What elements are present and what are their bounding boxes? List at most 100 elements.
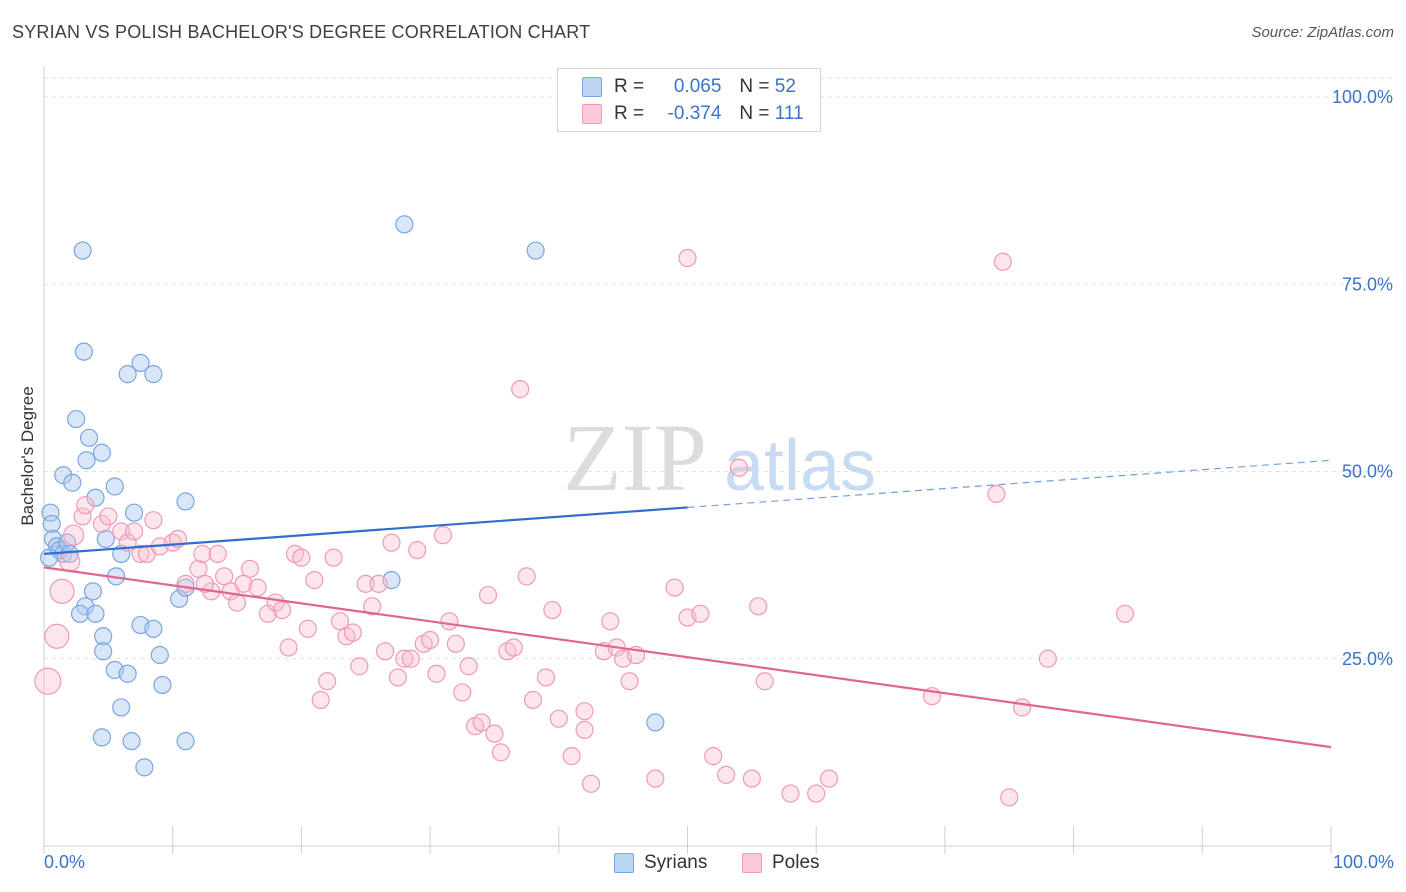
point-poles [459,657,478,676]
point-poles [76,496,95,515]
legend-r-poles: -0.374 [667,103,722,124]
y-tick-labels: 25.0% 50.0% 75.0% 100.0% [1332,87,1393,669]
series-name-poles: Poles [772,852,820,873]
point-poles [73,507,92,526]
legend-r-syrians: 0.065 [673,76,722,97]
legend-swatch-poles [582,104,602,124]
point-syrians [96,529,115,549]
point-syrians [94,642,113,661]
point-syrians [150,645,169,665]
legend-n-label: N = [739,103,770,124]
point-poles [227,593,247,612]
point-syrians [86,604,105,623]
point-poles [112,522,131,541]
point-poles [446,634,465,653]
legend-r-label: R = [614,103,645,124]
point-poles [575,720,594,740]
point-syrians [170,589,189,608]
point-poles [678,248,697,268]
point-poles [408,541,427,560]
point-poles [1000,788,1019,807]
point-syrians [118,664,137,683]
point-poles [375,642,395,661]
point-poles [749,597,768,616]
point-poles [421,630,440,650]
point-syrians [176,492,195,511]
point-syrians [92,728,112,747]
point-syrians [83,582,103,601]
point-poles [504,638,523,657]
point-poles [511,380,530,399]
point-syrians [70,604,90,623]
point-syrians [646,713,665,732]
point-poles [581,774,601,793]
point-syrians [40,548,59,567]
data-points [34,215,1135,807]
point-poles [215,567,234,586]
legend-n-label: N = [739,76,770,97]
point-poles [343,623,362,642]
watermark-atlas: atlas [724,426,876,506]
point-poles [1115,604,1135,623]
point-poles [549,709,568,728]
point-poles [987,484,1006,504]
point-poles [729,458,749,477]
point-poles [523,690,543,710]
point-poles [472,713,491,732]
point-poles [240,559,260,578]
point-poles [59,550,81,572]
series-legend-syrians[interactable]: Syrians [614,852,707,874]
point-poles [356,574,375,593]
point-poles [819,769,839,788]
point-poles [369,574,388,593]
point-poles [742,769,761,788]
point-poles [491,743,510,762]
point-poles [433,526,453,545]
point-syrians [144,619,163,638]
point-syrians [395,215,414,234]
point-syrians [79,428,99,447]
point-poles [330,612,350,631]
y-tick-label: 25.0% [1342,649,1393,669]
watermark-zip: ZIP [563,404,707,511]
chart-title: SYRIAN VS POLISH BACHELOR'S DEGREE CORRE… [12,22,591,42]
y-tick-label: 100.0% [1332,87,1393,107]
point-poles [176,574,195,593]
point-poles [993,252,1012,271]
point-poles [517,567,536,586]
point-syrians [67,409,86,429]
point-poles [395,649,414,668]
point-poles [665,578,684,597]
point-poles [781,784,800,803]
point-syrians [118,365,137,384]
point-poles [305,571,324,590]
point-poles [248,578,267,597]
point-poles [324,548,343,567]
point-poles [279,638,298,657]
point-poles [193,544,212,563]
point-poles [562,747,581,766]
series-swatch-syrians [614,853,634,873]
point-poles [575,702,594,721]
point-poles [536,668,556,687]
legend-n-poles: 111 [774,103,804,124]
trend-line-poles [43,566,1332,749]
point-poles [807,784,826,803]
point-poles [427,664,446,683]
point-poles [44,623,70,649]
point-poles [298,619,317,638]
point-poles [208,544,227,563]
point-poles [350,657,369,676]
point-poles [292,548,311,567]
series-swatch-poles [742,853,762,873]
point-poles [34,667,62,695]
point-poles [543,600,562,620]
point-syrians [176,732,195,751]
point-syrians [77,451,96,470]
point-poles [363,597,382,616]
point-poles [144,511,163,530]
point-poles [1038,649,1057,668]
series-legend-poles[interactable]: Poles [742,852,820,874]
point-syrians [74,342,93,361]
